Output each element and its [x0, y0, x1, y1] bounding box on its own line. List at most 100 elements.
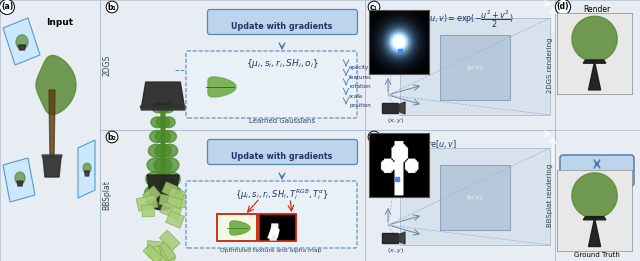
Polygon shape [143, 186, 161, 204]
Polygon shape [136, 194, 158, 211]
FancyBboxPatch shape [217, 214, 257, 241]
Polygon shape [161, 171, 180, 187]
Polygon shape [159, 194, 175, 206]
Text: Input: Input [47, 18, 74, 27]
Bar [100, 0, 365, 130]
Polygon shape [400, 18, 550, 115]
Polygon shape [141, 205, 154, 217]
Polygon shape [589, 218, 600, 246]
FancyBboxPatch shape [186, 51, 357, 118]
Text: $\{\mu_i, s_i, r_i, SH_i, o_i\}$: $\{\mu_i, s_i, r_i, SH_i, o_i\}$ [246, 57, 319, 70]
Polygon shape [162, 117, 175, 128]
FancyBboxPatch shape [560, 155, 634, 186]
Bar [555, 0, 640, 261]
Bar [0, 0, 100, 261]
Text: Ground Truth: Ground Truth [574, 252, 620, 258]
Bar [365, 0, 555, 130]
Text: features: features [349, 75, 372, 80]
Text: rotation: rotation [349, 85, 371, 90]
Text: Learned Gaussians: Learned Gaussians [249, 118, 315, 124]
Polygon shape [161, 130, 177, 143]
Text: Render: Render [584, 5, 611, 14]
Polygon shape [270, 224, 278, 240]
Text: scale: scale [349, 94, 364, 99]
Polygon shape [154, 171, 173, 187]
Polygon shape [156, 246, 175, 261]
Polygon shape [161, 158, 179, 172]
Polygon shape [19, 45, 26, 50]
Text: $\mathcal{L}_{image}$: $\mathcal{L}_{image}$ [578, 171, 616, 188]
Polygon shape [17, 181, 23, 186]
Polygon shape [140, 106, 186, 110]
Polygon shape [141, 82, 184, 108]
Polygon shape [161, 108, 165, 203]
Polygon shape [156, 117, 170, 128]
Polygon shape [166, 211, 184, 228]
Text: $v$: $v$ [555, 146, 561, 153]
FancyBboxPatch shape [207, 139, 358, 164]
Polygon shape [151, 117, 164, 128]
Polygon shape [161, 185, 182, 202]
Polygon shape [36, 55, 76, 115]
FancyBboxPatch shape [186, 181, 357, 248]
Polygon shape [16, 35, 28, 49]
Polygon shape [398, 102, 405, 114]
Polygon shape [155, 144, 171, 157]
Polygon shape [230, 221, 250, 235]
Text: BBSplat rendering: BBSplat rendering [547, 163, 553, 227]
Polygon shape [42, 155, 62, 158]
Text: $v$: $v$ [555, 16, 561, 23]
Text: $(x,y)$: $(x,y)$ [387, 116, 403, 125]
Polygon shape [49, 90, 55, 157]
Polygon shape [589, 62, 600, 90]
Polygon shape [170, 194, 191, 209]
Polygon shape [145, 185, 165, 202]
Polygon shape [147, 241, 164, 250]
Polygon shape [147, 246, 161, 258]
Polygon shape [152, 103, 164, 113]
Text: BBSplat: BBSplat [102, 180, 111, 210]
Bar [100, 130, 365, 261]
Text: $u$: $u$ [543, 127, 548, 134]
Text: $(x,y)$: $(x,y)$ [387, 246, 403, 255]
Polygon shape [572, 16, 617, 62]
Text: $u$: $u$ [543, 0, 548, 4]
Polygon shape [168, 187, 185, 200]
Polygon shape [149, 248, 166, 261]
Polygon shape [159, 230, 180, 251]
Polygon shape [83, 163, 91, 173]
Polygon shape [166, 195, 182, 209]
Text: c₂: c₂ [370, 133, 378, 141]
Polygon shape [382, 233, 398, 243]
Polygon shape [160, 254, 175, 261]
Polygon shape [147, 200, 179, 210]
Polygon shape [84, 171, 90, 176]
Polygon shape [583, 60, 606, 63]
Polygon shape [153, 185, 173, 202]
Bar [365, 130, 555, 261]
Polygon shape [15, 172, 25, 184]
Polygon shape [208, 77, 236, 97]
Polygon shape [162, 103, 174, 113]
Text: $\{\mu_i, s_i, r_i, SH_i, T_i^{RGB}, T_i^{\alpha}\}$: $\{\mu_i, s_i, r_i, SH_i, T_i^{RGB}, T_i… [235, 187, 329, 202]
Polygon shape [157, 103, 169, 113]
Text: $(u,v)$: $(u,v)$ [467, 193, 484, 203]
Polygon shape [146, 171, 165, 187]
Polygon shape [147, 158, 164, 172]
Polygon shape [440, 35, 510, 100]
Polygon shape [143, 244, 163, 261]
Polygon shape [398, 232, 405, 244]
FancyBboxPatch shape [259, 214, 296, 241]
Text: (a): (a) [1, 3, 13, 11]
Polygon shape [572, 173, 617, 218]
Polygon shape [148, 144, 164, 157]
Polygon shape [583, 217, 606, 220]
Text: b₁: b₁ [108, 3, 116, 11]
Text: Update with gradients: Update with gradients [231, 22, 333, 31]
Polygon shape [382, 103, 398, 113]
Polygon shape [154, 158, 172, 172]
Polygon shape [156, 130, 170, 143]
Text: b₂: b₂ [108, 133, 116, 141]
Polygon shape [150, 130, 164, 143]
Text: $(u,v)$: $(u,v)$ [467, 63, 484, 73]
